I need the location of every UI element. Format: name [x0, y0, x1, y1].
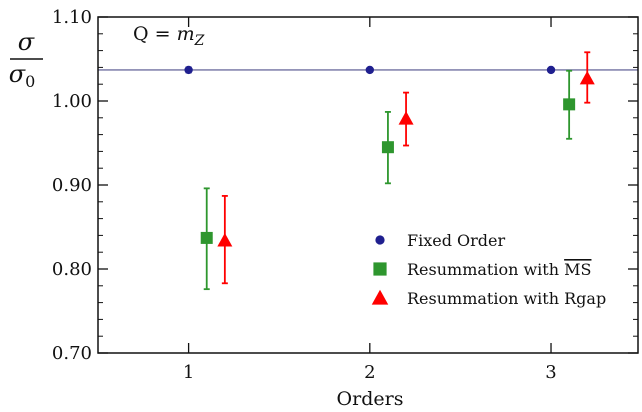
legend: Fixed Order Resummation with MS Resummatio… [371, 231, 606, 308]
legend-marker-square [373, 262, 387, 276]
y-axis-label-numerator: σ [18, 28, 35, 56]
y-tick-label: 0.70 [52, 343, 92, 364]
x-tick-label: 2 [364, 362, 375, 383]
y-axis-label-denominator: σ [9, 60, 26, 88]
legend-label: Fixed Order [407, 231, 506, 250]
y-tick-label: 0.80 [52, 259, 92, 280]
data-point-triangle [398, 111, 414, 125]
legend-label-overlined: MS [564, 260, 591, 279]
data-point-square [563, 98, 576, 111]
x-axis-title: Orders [337, 388, 404, 410]
data-point-square [200, 231, 213, 244]
data-point-circle [365, 65, 375, 75]
legend-label: Resummation with MS [407, 260, 591, 279]
y-axis-label: σ σ0 [9, 28, 43, 91]
x-tick-label: 3 [545, 362, 556, 383]
data-point-triangle [579, 70, 595, 85]
svg-text:σ0: σ0 [9, 60, 36, 91]
data-point-square [381, 141, 394, 154]
y-axis-label-denominator-subscript: 0 [25, 72, 35, 91]
y-tick-label: 1.10 [52, 7, 92, 28]
legend-marker-triangle [371, 289, 389, 305]
data-point-triangle [217, 232, 233, 247]
y-tick-label: 1.00 [52, 91, 92, 112]
data-point-circle [546, 65, 556, 75]
annotation-q-equals-mz: Q = mZ [133, 23, 205, 49]
y-tick-label: 0.90 [52, 175, 92, 196]
x-tick-label: 1 [183, 362, 194, 383]
plot-area: 0.70 0.80 0.90 1.00 1.10 1 2 3 [52, 7, 639, 383]
legend-marker-circle [375, 235, 385, 245]
legend-label: Resummation with Rgap [407, 289, 606, 308]
data-point-circle [184, 65, 193, 75]
